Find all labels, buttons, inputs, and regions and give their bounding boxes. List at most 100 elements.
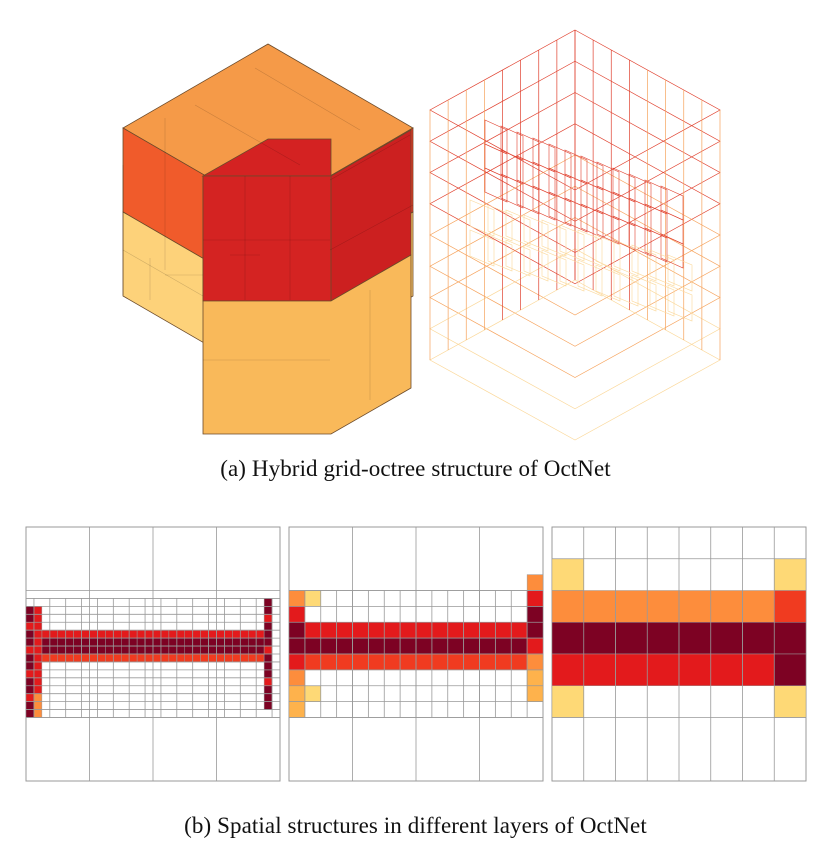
octree-cell xyxy=(352,637,369,655)
octree-cell xyxy=(81,653,90,663)
octree-cell xyxy=(33,645,43,655)
octree-cell xyxy=(526,653,544,671)
octree-cell xyxy=(33,637,43,647)
octree-cell xyxy=(41,653,51,663)
wire-dense-cell xyxy=(541,219,567,257)
octree-cell xyxy=(248,637,257,647)
octree-cell xyxy=(240,653,249,663)
wire-dense-cell xyxy=(660,233,684,269)
octree-cell xyxy=(89,629,98,639)
octree-cell xyxy=(384,622,401,639)
octree-cell xyxy=(248,645,257,655)
octree-cell xyxy=(368,622,385,639)
octree-cell xyxy=(224,653,233,663)
wire-dense-cell xyxy=(541,249,567,287)
octree-cell xyxy=(33,622,43,631)
octree-cell xyxy=(33,677,43,686)
octree-cell xyxy=(89,653,98,663)
octree-cell xyxy=(25,685,35,694)
cube-front-left xyxy=(202,175,332,302)
wire-dense-cell xyxy=(667,254,693,292)
octree-cell xyxy=(232,629,241,639)
octree-cell xyxy=(121,645,130,655)
octree-cell xyxy=(57,653,66,663)
octree-cell xyxy=(336,637,353,655)
octree-cell xyxy=(263,637,273,647)
octree-cell xyxy=(551,685,584,718)
octree-cell xyxy=(97,637,106,647)
octree-cell xyxy=(526,622,544,639)
octree-cell xyxy=(647,622,680,655)
octree-cell xyxy=(263,685,273,694)
layer-panel-3 xyxy=(551,526,807,782)
cube-subdivision-line xyxy=(329,134,411,181)
octree-cell xyxy=(73,637,82,647)
cube-subdivision-line xyxy=(329,204,414,251)
wire-dense-cell xyxy=(505,239,531,277)
octree-cell xyxy=(25,629,35,639)
octree-cell xyxy=(368,637,385,655)
caption-a: (a) Hybrid grid-octree structure of OctN… xyxy=(220,456,611,481)
wire-dense-cell xyxy=(505,209,531,247)
octree-cell xyxy=(184,629,193,639)
octree-cell xyxy=(647,590,680,623)
octree-cell xyxy=(168,645,178,655)
octree-cell xyxy=(774,590,807,623)
octree-cell xyxy=(263,622,273,631)
octree-cell xyxy=(168,629,178,639)
octree-cell xyxy=(25,653,35,663)
octree-cell xyxy=(176,629,185,639)
octree-cell xyxy=(678,590,711,623)
octree-cell xyxy=(25,701,35,710)
octree-cell xyxy=(263,598,273,607)
octree-cell xyxy=(33,709,43,718)
wire-dense-cell xyxy=(484,167,508,203)
wire-dense-cell xyxy=(564,197,588,233)
octree-cell xyxy=(105,645,114,655)
octree-cell xyxy=(33,606,43,615)
octree-cell xyxy=(288,606,306,623)
octree-cell xyxy=(25,637,35,647)
octree-cell xyxy=(184,653,193,663)
octree-cell xyxy=(73,653,82,663)
octree-cell xyxy=(57,629,66,639)
octree-cell xyxy=(647,653,680,686)
octree-cell xyxy=(583,590,616,623)
octree-cell xyxy=(105,637,114,647)
octree-cell xyxy=(49,653,58,663)
octree-cell xyxy=(25,669,35,679)
octree-cell xyxy=(263,606,273,615)
octree-cell xyxy=(263,693,273,702)
cube-lower-front xyxy=(202,254,412,435)
octree-cell xyxy=(240,637,249,647)
octree-cell xyxy=(742,622,775,655)
octree-cell xyxy=(288,622,306,639)
wire-dense-cell xyxy=(613,269,639,307)
octree-cell xyxy=(192,645,201,655)
octree-cell xyxy=(216,637,225,647)
octree-cell xyxy=(160,637,170,647)
octree-cell xyxy=(304,653,321,671)
octree-cell xyxy=(551,558,584,591)
octree-cell xyxy=(240,629,249,639)
octree-cell xyxy=(263,645,273,655)
wire-dense-cell xyxy=(532,185,556,221)
octree-cell xyxy=(57,637,66,647)
octree-cell xyxy=(208,645,217,655)
wire-dense-cell xyxy=(559,224,585,262)
wire-dense-cell xyxy=(595,264,621,302)
octree-cell xyxy=(447,637,464,655)
octree-cell xyxy=(65,629,74,639)
octree-cell xyxy=(216,653,225,663)
octree-cell xyxy=(144,629,154,639)
octree-cell xyxy=(232,653,241,663)
octree-cell xyxy=(240,645,249,655)
octree-cell xyxy=(136,653,146,663)
layer-panel-1 xyxy=(25,526,281,782)
octree-cell xyxy=(49,629,58,639)
octree-cell xyxy=(105,653,114,663)
octree-cell xyxy=(25,622,35,631)
octree-cell xyxy=(583,653,616,686)
octree-cell xyxy=(288,637,306,655)
